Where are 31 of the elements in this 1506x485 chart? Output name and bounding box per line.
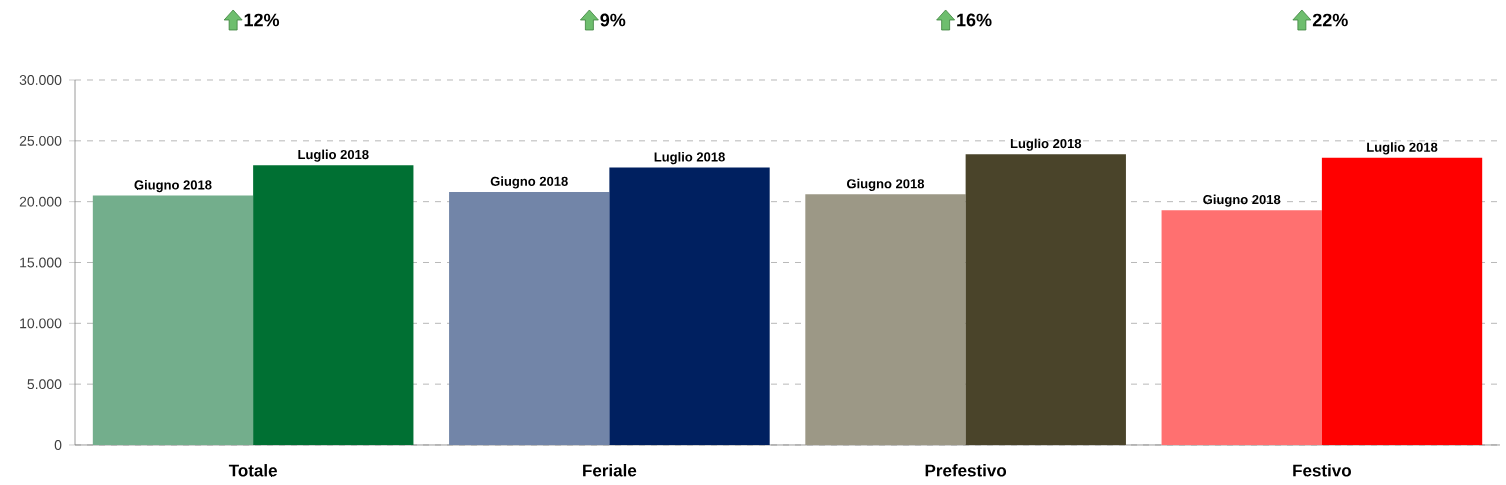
bar: [1161, 210, 1322, 445]
text: 9%: [600, 13, 626, 27]
text: Luglio 2018: [1010, 138, 1082, 151]
y-tick-label: 0: [54, 440, 62, 450]
text: Luglio 2018: [1367, 142, 1438, 155]
y-tick-label: 10.000: [20, 318, 62, 329]
bar: [1321, 157, 1483, 445]
bar: [609, 167, 770, 445]
y-tick-label: 5.000: [27, 379, 62, 390]
bar: [92, 195, 254, 445]
text: 16%: [957, 13, 992, 27]
text: 22%: [1312, 13, 1348, 27]
series-label: Luglio 2018: [654, 152, 725, 165]
bar: [965, 154, 1126, 445]
bar: [253, 165, 414, 445]
bar: [805, 194, 966, 445]
text: Luglio 2018: [298, 149, 369, 162]
text: Giugno 2018: [847, 178, 925, 191]
y-tick-label: 15.000: [20, 257, 62, 268]
y-tick-label: 25.000: [19, 135, 62, 146]
series-label: Giugno 2018: [134, 180, 212, 193]
y-tick-label: 20.000: [19, 196, 62, 207]
x-tick-label: Totale: [228, 464, 277, 477]
x-tick-label: Festivo: [1293, 464, 1351, 477]
y-tick-label: 30.000: [19, 75, 62, 85]
text: Giugno 2018: [490, 176, 568, 189]
text: Giugno 2018: [1203, 194, 1281, 207]
text: 12%: [244, 13, 280, 27]
x-tick-label: Prefestivo: [925, 464, 1007, 477]
x-tick-label: Feriale: [583, 464, 637, 477]
bar: [449, 191, 610, 445]
